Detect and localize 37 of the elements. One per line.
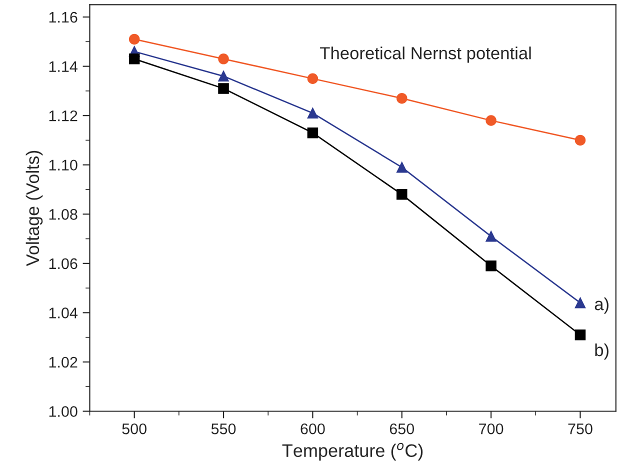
point [396,162,408,173]
point [218,70,229,82]
x-tick-label: 650 [390,423,414,434]
point [307,127,318,138]
point [574,329,586,340]
y-tick-label: 1.00 [49,406,78,417]
x-tick-label: 500 [122,423,146,434]
y-tick-label: 1.12 [49,110,78,122]
point [396,92,408,104]
x-tick-label: 750 [568,423,592,434]
point [128,54,140,64]
point [218,54,229,64]
point [307,73,318,84]
y-tick-label: 1.04 [49,308,78,318]
point [486,115,496,126]
y-tick-label: 1.02 [49,356,78,368]
point [307,108,318,118]
point [574,134,586,146]
point [396,189,408,200]
y-tick-label: 1.08 [49,209,78,220]
point [128,34,140,45]
y-tick-label: 1.10 [49,160,78,171]
series-label: b) [595,343,608,360]
y-tick-label: 1.14 [49,61,78,72]
y-tick-label: 1.06 [49,258,78,270]
x-tick-label: 700 [479,423,504,434]
x-axis-title: Temperature ($^{o}$C) [282,442,423,461]
x-tick-label: 550 [211,423,236,434]
point [218,83,229,94]
series-label: a) [594,298,608,314]
point [574,297,586,308]
y-axis-title: Voltage (Volts) [26,150,43,266]
series-label: Theoretical Nernst potential [320,46,531,63]
point [486,260,496,272]
point [486,230,496,242]
y-tick-label: 1.16 [49,12,78,23]
x-tick-label: 600 [300,423,325,434]
